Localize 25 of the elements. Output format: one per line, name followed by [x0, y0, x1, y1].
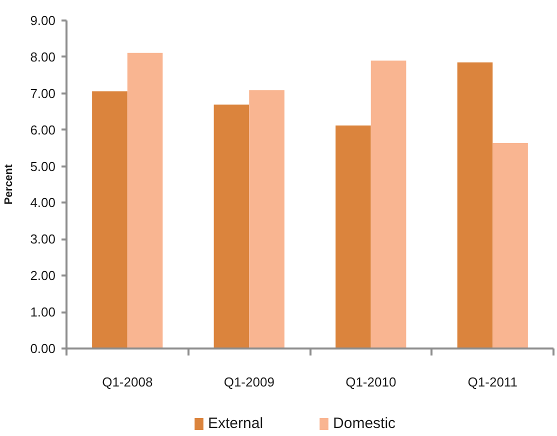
- bar: [127, 52, 163, 348]
- legend-label: Domestic: [333, 415, 396, 432]
- y-tick-label: 7.00: [30, 86, 56, 101]
- x-tick-label: Q1-2010: [346, 374, 396, 390]
- bar: [214, 104, 250, 348]
- bar: [492, 142, 528, 348]
- x-tick-label: Q1-2009: [224, 374, 274, 390]
- x-tick-label: Q1-2011: [468, 374, 518, 390]
- legend-label: External: [208, 415, 264, 432]
- bar: [92, 91, 128, 348]
- y-tick-label: 2.00: [30, 268, 56, 284]
- y-tick-label: 8.00: [30, 49, 56, 64]
- y-tick-label: 0.00: [30, 341, 56, 356]
- y-tick-label: 1.00: [30, 304, 56, 320]
- y-tick-label: 3.00: [30, 232, 56, 247]
- bar: [336, 125, 371, 348]
- y-tick-label: 5.00: [30, 158, 56, 174]
- bar: [249, 90, 284, 348]
- y-axis-title: Percent: [3, 164, 16, 205]
- bar: [370, 60, 406, 348]
- x-tick-label: Q1-2008: [102, 374, 153, 390]
- y-tick-label: 9.00: [30, 13, 56, 28]
- y-tick-label: 4.00: [30, 195, 56, 210]
- y-tick-label: 6.00: [30, 122, 56, 138]
- bar: [457, 62, 493, 348]
